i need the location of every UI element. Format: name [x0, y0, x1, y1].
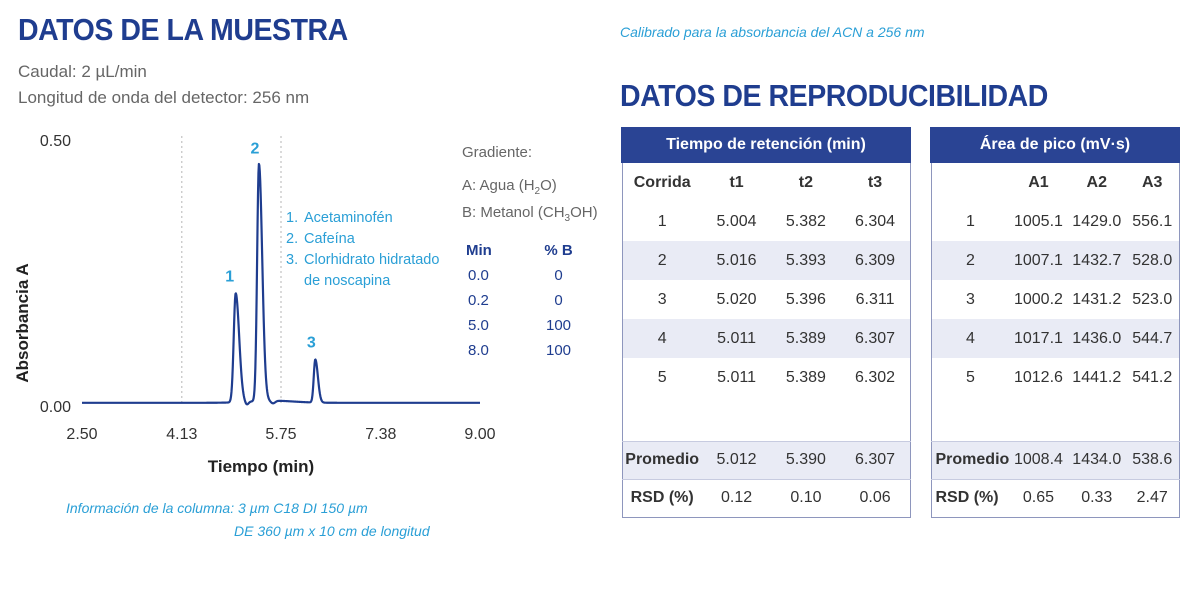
axis-layer: 2.50 4.13 5.75 7.38 9.00 0.00 0.50 Tiempo (min)… [13, 133, 496, 476]
gradient-row: 0.2 0 [468, 292, 563, 309]
column-info-line-1: Información de la columna: 3 µm C18 DI 1… [66, 500, 368, 516]
x-tick-label: 5.75 [265, 426, 296, 443]
table-row: 2 1007.1 1432.7 528.0 [931, 241, 1179, 280]
retention-time-table: Tiempo de retención (min) Corrida t1 t2 … [621, 127, 911, 518]
table-row: 5 1012.6 1441.2 541.2 [931, 358, 1179, 397]
x-axis-title: Tiempo (min) [208, 457, 314, 476]
legend-item-3: 3. Clorhidrato hidratado [286, 252, 440, 268]
detector-wavelength: Longitud de onda del detector: 256 nm [18, 88, 310, 107]
reproducibility-title: DATOS DE REPRODUCIBILIDAD [620, 78, 1048, 113]
table-row: 1 1005.1 1429.0 556.1 [931, 202, 1179, 241]
gradient-row: 0.0 0 [468, 267, 563, 284]
x-tick-label: 7.38 [365, 426, 396, 443]
chromatogram-chart: 2.50 4.13 5.75 7.38 9.00 0.00 0.50 Tiempo (min)… [13, 133, 496, 476]
chromatogram-trace [81, 162, 481, 406]
grid-layer [181, 136, 282, 406]
table-row: 3 1000.2 1431.2 523.0 [931, 280, 1179, 319]
table-row: 4 5.011 5.389 6.307 [622, 319, 910, 358]
table-row: 2 5.016 5.393 6.309 [622, 241, 910, 280]
solvent-a: A: Agua (H2O) [462, 177, 557, 197]
gradient-table: Min % B 0.0 0 0.2 0 5.0 100 8.0 100 [466, 238, 581, 363]
gradient-table-header: Min % B [466, 242, 573, 259]
solvent-b: B: Metanol (CH3OH) [462, 204, 598, 224]
table-row: 3 5.020 5.396 6.311 [622, 280, 910, 319]
gradient-row: 8.0 100 [468, 342, 572, 359]
trace-layer [81, 162, 481, 406]
rsd-row: RSD (%) 0.12 0.10 0.06 [622, 478, 910, 517]
rsd-row: RSD (%) 0.65 0.33 2.47 [931, 478, 1179, 517]
table-row: 4 1017.1 1436.0 544.7 [931, 319, 1179, 358]
average-row: Promedio 5.012 5.390 6.307 [622, 440, 910, 479]
table-header-row: A1 A2 A3 [931, 162, 1179, 202]
peak-area-table: Área de pico (mV·s) A1 A2 A3 1 1005.1 1429… [930, 127, 1180, 518]
legend-item-3-continued: de noscapina [304, 273, 391, 289]
legend-item-1: 1. Acetaminofén [286, 210, 393, 226]
y-tick-label: 0.50 [40, 133, 71, 150]
gradient-title: Gradiente: [462, 144, 533, 161]
table-row: 1 5.004 5.382 6.304 [622, 202, 910, 241]
peak-label-2: 2 [251, 141, 260, 158]
y-axis-title: Absorbancia A [13, 263, 32, 382]
average-row: Promedio 1008.4 1434.0 538.6 [931, 440, 1179, 479]
flow-rate: Caudal: 2 µL/min [18, 62, 147, 81]
calibration-note: Calibrado para la absorbancia del ACN a … [620, 24, 925, 40]
x-tick-label: 4.13 [166, 426, 197, 443]
peak-label-1: 1 [225, 269, 234, 286]
compound-legend: 1. Acetaminofén 2. Cafeína 3. Clorhidrato h… [286, 208, 439, 292]
legend-item-2: 2. Cafeína [286, 231, 355, 247]
gradient-row: 5.0 100 [468, 317, 572, 334]
area-table-title: Área de pico (mV·s) [930, 127, 1180, 163]
table-row: 5 5.011 5.389 6.302 [622, 358, 910, 397]
retention-table-title: Tiempo de retención (min) [621, 127, 911, 163]
table-header-row: Corrida t1 t2 t3 [622, 162, 910, 202]
x-tick-label: 9.00 [464, 426, 495, 443]
gradient-info: Gradiente: A: Agua (H2O) B: Metanol (CH3… [462, 142, 598, 229]
sample-title: DATOS DE LA MUESTRA [18, 12, 348, 47]
label-layer: 1 2 3 [225, 141, 316, 352]
y-tick-label: 0.00 [40, 399, 71, 416]
x-tick-label: 2.50 [66, 426, 97, 443]
peak-label-3: 3 [307, 335, 316, 352]
column-info-line-2: DE 360 µm x 10 cm de longitud [234, 523, 430, 539]
